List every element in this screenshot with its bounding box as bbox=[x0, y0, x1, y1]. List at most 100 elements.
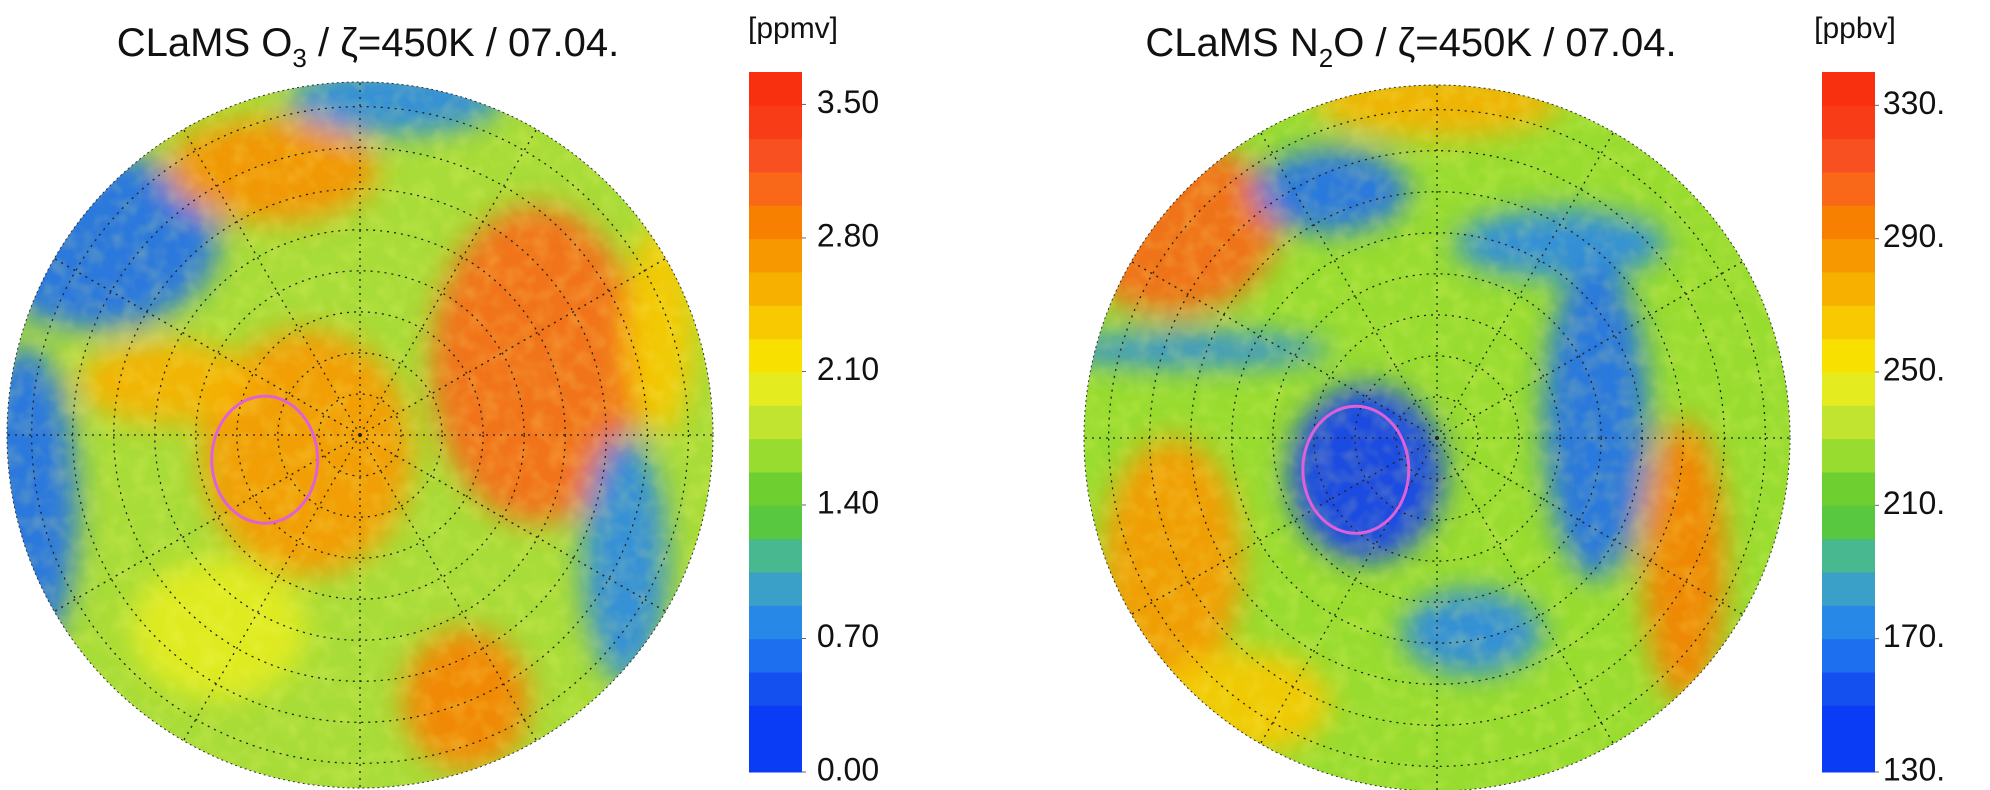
colorbar-band bbox=[1822, 638, 1875, 673]
colorbar-band bbox=[749, 638, 802, 673]
colorbar-tick-label: 130. bbox=[1883, 751, 1945, 787]
colorbar-band bbox=[1822, 505, 1875, 540]
colorbar-band bbox=[1822, 138, 1875, 173]
colorbar-band bbox=[1822, 705, 1875, 740]
colorbar-tick-label: 290. bbox=[1883, 218, 1945, 254]
latitude-circle bbox=[277, 352, 443, 518]
panel-title: CLaMS N2O / ζ=450K / 07.04. bbox=[1145, 21, 1676, 73]
meridian bbox=[53, 434, 361, 613]
colorbar-band bbox=[1822, 572, 1875, 606]
title-text: CLaMS N bbox=[1145, 21, 1318, 65]
colorbar-tick-label: 0.00 bbox=[817, 751, 879, 787]
colorbar-band bbox=[1822, 605, 1875, 640]
colorbar-band bbox=[749, 305, 802, 340]
vortex-contour bbox=[1301, 404, 1411, 535]
meridian bbox=[182, 434, 361, 742]
vortex-contour bbox=[210, 394, 320, 525]
colorbar-tick-label: 2.10 bbox=[817, 351, 879, 387]
colorbar-band bbox=[1822, 72, 1875, 106]
unit-label: [ppmv] bbox=[748, 12, 838, 45]
colorbar-band bbox=[749, 738, 802, 773]
colorbar-band bbox=[749, 438, 802, 473]
latitude-circle bbox=[1107, 108, 1767, 768]
latitude-circle bbox=[1272, 273, 1602, 603]
map-edge bbox=[6, 81, 714, 789]
colorbar-band bbox=[749, 272, 802, 306]
meridian bbox=[1259, 437, 1438, 745]
colorbar-tick-label: 0.70 bbox=[817, 618, 879, 654]
polar-map bbox=[7, 82, 713, 788]
colorbar-tick-label: 170. bbox=[1883, 618, 1945, 654]
colorbar-band bbox=[1822, 472, 1875, 506]
meridian bbox=[359, 128, 538, 436]
latitude-circle bbox=[236, 311, 484, 559]
colorbar-band bbox=[749, 672, 802, 706]
colorbar-band bbox=[1822, 205, 1875, 240]
colorbar-tick-label: 1.40 bbox=[817, 484, 879, 520]
colorbar-band bbox=[1822, 738, 1875, 773]
panel: CLaMS O3 / ζ=450K / 07.04. [ppmv] 0.00 0.70… bbox=[6, 12, 879, 789]
meridian bbox=[53, 257, 361, 436]
colorbar-band bbox=[749, 138, 802, 173]
colorbar-band bbox=[749, 372, 802, 406]
colorbar-band bbox=[1822, 438, 1875, 473]
latitude-circle bbox=[195, 270, 525, 600]
title-text: O / ζ=450K / 07.04. bbox=[1333, 21, 1676, 65]
colorbar-band bbox=[1822, 672, 1875, 706]
meridian bbox=[1436, 260, 1744, 439]
colorbar-tick-label: 3.50 bbox=[817, 84, 879, 120]
colorbar-band bbox=[1822, 172, 1875, 206]
meridian bbox=[359, 434, 538, 742]
meridian bbox=[359, 434, 667, 613]
unit-label: [ppbv] bbox=[1814, 12, 1896, 45]
colorbar-band bbox=[749, 72, 802, 106]
colorbar-band bbox=[749, 538, 802, 573]
colorbar-tick-label: 250. bbox=[1883, 351, 1945, 387]
colorbar-band bbox=[1822, 538, 1875, 573]
meridian bbox=[1436, 437, 1615, 745]
meridian bbox=[359, 257, 667, 436]
latitude-circle bbox=[1395, 396, 1479, 480]
colorbar-tick-label: 330. bbox=[1883, 85, 1945, 121]
colorbar-band bbox=[749, 172, 802, 206]
panel: CLaMS N2O / ζ=450K / 07.04. [ppbv] 130. 170… bbox=[1083, 12, 1945, 790]
latitude-circle bbox=[1313, 314, 1561, 562]
meridian bbox=[1436, 437, 1744, 616]
colorbar-band bbox=[1822, 305, 1875, 340]
meridian bbox=[1259, 131, 1438, 439]
title-text: CLaMS O bbox=[117, 21, 293, 65]
colorbar-band bbox=[749, 105, 802, 140]
colorbar-band bbox=[749, 505, 802, 540]
meridian bbox=[1130, 437, 1438, 616]
title-subscript: 2 bbox=[1319, 43, 1333, 73]
latitude-circle bbox=[1354, 355, 1520, 521]
latitude-circle bbox=[1231, 232, 1643, 644]
latitude-circle bbox=[318, 393, 402, 477]
colorbar-band bbox=[749, 472, 802, 506]
latitude-circle bbox=[30, 105, 690, 765]
colorbar-band bbox=[749, 705, 802, 740]
colorbar-band bbox=[1822, 238, 1875, 273]
title-text: / ζ=450K / 07.04. bbox=[307, 21, 619, 65]
colorbar-band bbox=[749, 605, 802, 640]
colorbar-band bbox=[1822, 338, 1875, 373]
meridian bbox=[1436, 131, 1615, 439]
colorbar-band bbox=[749, 205, 802, 240]
colorbar-band bbox=[1822, 272, 1875, 306]
latitude-circle bbox=[154, 229, 566, 641]
colorbar-band bbox=[749, 405, 802, 440]
colorbar-band bbox=[749, 338, 802, 373]
colorbar-band bbox=[749, 572, 802, 606]
colorbar-band bbox=[1822, 372, 1875, 406]
polar-map bbox=[1084, 85, 1790, 790]
title-subscript: 3 bbox=[292, 43, 306, 73]
colorbar-tick-label: 2.80 bbox=[817, 217, 879, 253]
colorbar-tick-label: 210. bbox=[1883, 485, 1945, 521]
panel-title: CLaMS O3 / ζ=450K / 07.04. bbox=[117, 21, 619, 73]
map-edge bbox=[1083, 84, 1791, 790]
colorbar-band bbox=[1822, 405, 1875, 440]
meridian bbox=[1130, 260, 1438, 439]
colorbar-band bbox=[1822, 105, 1875, 140]
